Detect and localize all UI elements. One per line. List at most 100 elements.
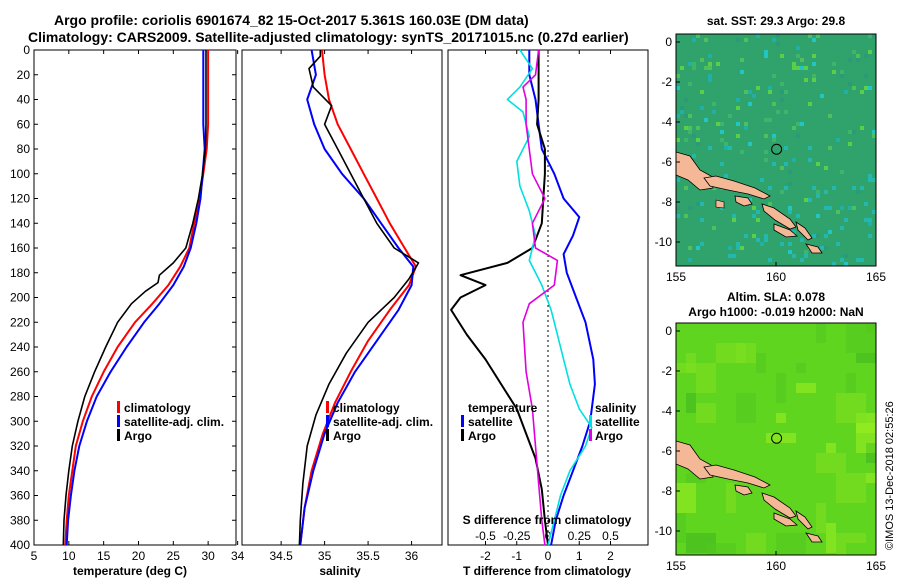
sst-cell — [792, 254, 796, 258]
sst-cell — [788, 206, 792, 210]
sst-cell — [792, 126, 796, 130]
sst-cell — [812, 54, 816, 58]
sst-cell — [848, 58, 852, 62]
sst-cell — [848, 206, 852, 210]
temperature-lines — [62, 50, 210, 546]
sst-cell — [800, 58, 804, 62]
sst-cell — [856, 54, 860, 58]
series-line-s-satellite — [506, 49, 593, 546]
sst-cell — [792, 66, 796, 70]
depth-tick-label: 40 — [17, 93, 31, 107]
sla-map-title-line1: Altim. SLA: 0.078 — [726, 290, 826, 304]
land-small-island — [715, 199, 725, 209]
lon-tick-label: 160 — [766, 270, 786, 284]
sst-cell — [796, 214, 800, 218]
sst-cell — [868, 34, 872, 38]
difference-panel: -2 -1 0 1 2 -0.5 -0.25 0 0.25 0.5 temperature sa… — [447, 49, 649, 578]
sst-cell — [848, 142, 852, 146]
lat-tick-label: -2 — [661, 364, 672, 378]
depth-tick-label: 360 — [10, 489, 30, 503]
lat-tick-label: -2 — [661, 75, 672, 89]
sst-cell — [692, 62, 696, 66]
figure-title-line1: Argo profile: coriolis 6901674_82 15-Oct… — [54, 12, 529, 28]
sst-cell — [768, 86, 772, 90]
lat-tick-label: -4 — [661, 115, 672, 129]
sst-cell — [696, 34, 700, 38]
sla-cell — [816, 503, 826, 533]
sst-cell — [712, 102, 716, 106]
sst-cell — [720, 162, 724, 166]
sst-cell — [836, 138, 840, 142]
sst-cell — [856, 58, 860, 62]
sst-cell — [860, 258, 864, 262]
sst-cell — [756, 238, 760, 242]
depth-tick-label: 380 — [10, 513, 30, 527]
sst-cell — [844, 90, 848, 94]
sst-cell — [820, 246, 824, 250]
sla-cell — [826, 523, 836, 553]
sst-cell — [688, 62, 692, 66]
x-tick-label: 5 — [31, 549, 38, 563]
sst-cell — [740, 70, 744, 74]
sst-cell — [740, 150, 744, 154]
sst-cell — [728, 254, 732, 258]
sla-cell — [676, 363, 696, 373]
sst-cell — [732, 214, 736, 218]
argo-location-marker — [771, 432, 783, 444]
sst-cell — [852, 86, 856, 90]
sst-cell — [756, 86, 760, 90]
sst-cell — [864, 54, 868, 58]
sst-cell — [752, 94, 756, 98]
sst-cell — [700, 58, 704, 62]
x-tick-label: 1 — [576, 549, 583, 563]
sst-cell — [832, 62, 836, 66]
land-guadalcanal — [773, 223, 798, 238]
sst-cell — [784, 90, 788, 94]
sst-cell — [824, 234, 828, 238]
sst-cell — [676, 114, 680, 118]
sst-cell — [780, 190, 784, 194]
sst-cell — [712, 186, 716, 190]
temperature-panel: 5 10 15 20 25 30 0204060801001201401601802002… — [10, 43, 648, 578]
lon-tick-label: 155 — [666, 270, 686, 284]
sst-cell — [684, 214, 688, 218]
sst-cell — [868, 222, 872, 226]
sla-cell — [756, 353, 766, 373]
sst-cell — [868, 174, 872, 178]
land-santa-isabel — [761, 203, 797, 230]
sst-cell — [780, 98, 784, 102]
temperature-x-label: temperature (deg C) — [73, 564, 187, 578]
sst-cell — [744, 38, 748, 42]
lat-tick-label: -8 — [661, 484, 672, 498]
sst-cell — [736, 38, 740, 42]
land-malaita — [795, 221, 813, 241]
legend-label-s-argo: Argo — [595, 429, 623, 443]
sst-cell — [784, 186, 788, 190]
sst-cell — [688, 246, 692, 250]
x-tick-label: 2 — [607, 549, 614, 563]
sst-cell — [708, 62, 712, 66]
sst-cell — [768, 118, 772, 122]
salinity-panel: 34 34.5 35 35.5 36 climatology satellite-adj… — [231, 49, 443, 578]
sla-cell — [686, 473, 706, 483]
sst-cell — [764, 134, 768, 138]
land-new-guinea — [676, 440, 714, 480]
sst-land — [676, 151, 823, 254]
sla-field-cells — [676, 323, 876, 555]
depth-tick-label: 400 — [10, 538, 30, 552]
lon-tick-label: 165 — [866, 270, 886, 284]
t-difference-x-label: T difference from climatology — [463, 564, 631, 578]
sst-cell — [696, 202, 700, 206]
sst-cell — [872, 178, 876, 182]
sst-cell — [824, 190, 828, 194]
sst-cell — [752, 206, 756, 210]
legend-swatch-satellite-adj — [117, 415, 120, 427]
sst-cell — [684, 126, 688, 130]
legend-salinity-heading: salinity — [595, 401, 637, 415]
sst-cell — [808, 158, 812, 162]
sst-cell — [756, 210, 760, 214]
sst-cell — [768, 258, 772, 262]
sla-cell — [846, 373, 856, 393]
land-makira — [805, 532, 823, 543]
s-tick-label: 0.25 — [568, 529, 592, 543]
